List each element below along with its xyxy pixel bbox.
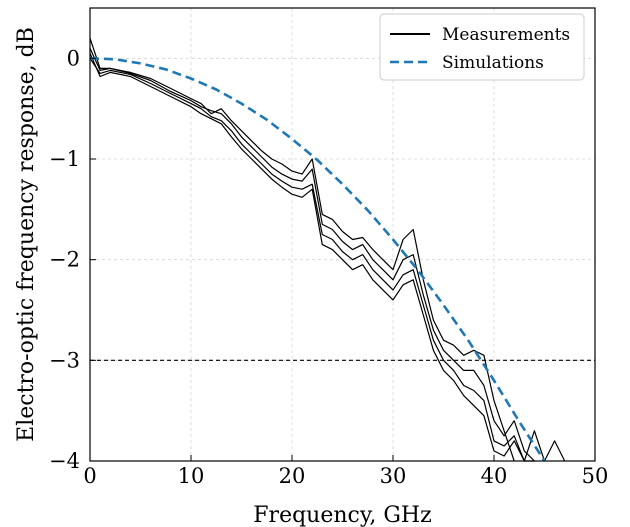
y-tick-label: −2 [49,248,80,272]
x-tick-label: 30 [380,464,407,488]
y-axis-label: Electro-optic frequency response, dB [14,27,39,442]
axis-ticks: 0 10 20 30 40 50 0 −1 −2 −3 −4 [49,46,608,488]
y-tick-label: −1 [49,147,80,171]
legend-box [379,13,585,81]
x-tick-label: 20 [279,464,306,488]
y-tick-label: 0 [67,46,80,70]
x-tick-label: 0 [83,464,96,488]
series-layer [89,38,566,462]
x-tick-label: 50 [582,464,609,488]
legend: Measurements Simulations [379,13,585,81]
legend-label: Measurements [442,25,570,45]
x-axis-label: Frequency, GHz [253,503,431,527]
x-tick-label: 40 [481,464,508,488]
measurement-line-4 [89,53,566,462]
plot-frame [89,7,596,462]
y-tick-label: −4 [49,449,80,473]
simulation-line [89,57,546,462]
measurement-line-1 [89,38,515,462]
y-tick-label: −3 [49,348,80,372]
legend-label: Simulations [442,53,544,73]
measurement-line-3 [89,57,535,462]
x-tick-label: 10 [178,464,205,488]
measurement-line-2 [89,48,535,462]
